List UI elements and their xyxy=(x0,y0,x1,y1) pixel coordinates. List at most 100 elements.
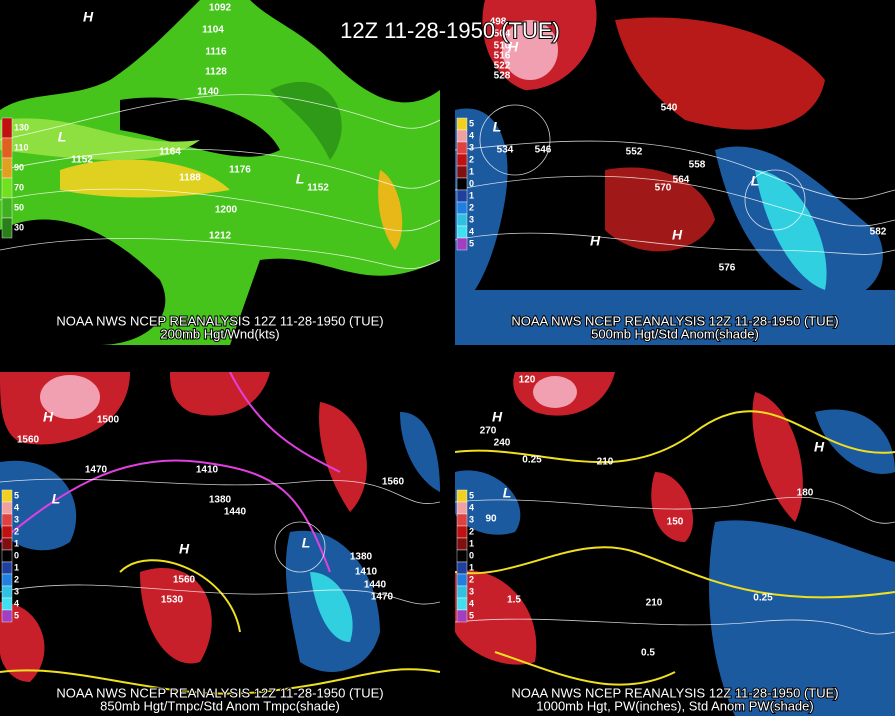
contour-label: 1440 xyxy=(364,580,387,591)
legend-label: 5 xyxy=(469,490,474,500)
legend-swatch xyxy=(456,153,468,167)
legend-label: 1 xyxy=(14,538,19,548)
legend-swatch xyxy=(1,597,13,611)
contour-label: 1188 xyxy=(179,173,201,184)
contour-label: 180 xyxy=(797,488,814,499)
contour-label: 576 xyxy=(719,263,736,274)
contour-label: 498 xyxy=(490,17,507,28)
contour-label: 570 xyxy=(655,183,672,194)
legend-label: 2 xyxy=(469,526,474,536)
legend-swatch xyxy=(1,609,13,623)
legend-label: 5 xyxy=(14,610,19,620)
contour-label: 90 xyxy=(485,514,497,525)
legend-swatch xyxy=(456,489,468,503)
legend-swatch xyxy=(456,237,468,251)
pressure-center: H xyxy=(814,439,825,455)
legend-swatch xyxy=(1,585,13,599)
legend-swatch xyxy=(1,513,13,527)
contour-label: 1440 xyxy=(224,507,247,518)
panel-850mb: 5432101234515001470156014101380144015301… xyxy=(0,372,440,716)
main-title: 12Z 11-28-1950 (TUE) xyxy=(340,18,560,43)
contour-label: 1470 xyxy=(85,465,108,476)
legend-label: 3 xyxy=(469,142,474,152)
contour-label: 534 xyxy=(497,145,514,156)
legend-label: 4 xyxy=(469,130,474,140)
contour-label: 582 xyxy=(870,227,887,238)
pressure-center: H xyxy=(179,541,190,557)
legend-swatch xyxy=(456,201,468,215)
contour-label: 558 xyxy=(689,160,706,171)
legend-swatch xyxy=(1,501,13,515)
contour-label: 120 xyxy=(519,375,536,386)
legend-label: 3 xyxy=(469,586,474,596)
pressure-center: L xyxy=(58,129,67,145)
legend-label: 2 xyxy=(14,574,19,584)
legend-swatch xyxy=(1,197,13,219)
legend-swatch xyxy=(456,165,468,179)
pressure-center: L xyxy=(751,173,760,189)
legend-swatch xyxy=(456,225,468,239)
pressure-center: H xyxy=(492,409,503,425)
legend-label: 1 xyxy=(469,538,474,548)
panel-subcaption: 200mb Hgt/Wnd(kts) xyxy=(160,326,279,341)
contour-label: 540 xyxy=(661,103,678,114)
legend-swatch xyxy=(456,213,468,227)
legend-swatch xyxy=(1,537,13,551)
legend-label: 0 xyxy=(469,550,474,560)
legend-label: 90 xyxy=(14,162,24,172)
legend-swatch xyxy=(456,549,468,563)
contour-label: 546 xyxy=(535,145,552,156)
legend-label: 5 xyxy=(469,118,474,128)
legend-label: 2 xyxy=(14,526,19,536)
legend-swatch xyxy=(456,129,468,143)
contour-label: 1164 xyxy=(159,147,181,158)
panel-caption: NOAA NWS NCEP REANALYSIS 12Z 11-28-1950 … xyxy=(56,685,383,700)
panel-subcaption: 500mb Hgt/Std Anom(shade) xyxy=(591,326,759,341)
contour-label: 1152 xyxy=(307,183,329,194)
pressure-center: H xyxy=(83,9,94,25)
legend-swatch xyxy=(456,189,468,203)
legend-label: 5 xyxy=(14,490,19,500)
legend-label: 4 xyxy=(14,598,19,608)
contour-label: 0.25 xyxy=(753,593,773,604)
contour-label: 516 xyxy=(494,51,511,62)
panel-subcaption: 1000mb Hgt, PW(inches), Std Anom PW(shad… xyxy=(536,698,813,713)
legend-swatch xyxy=(456,597,468,611)
contour-label: 1530 xyxy=(161,595,184,606)
legend-label: 3 xyxy=(469,214,474,224)
legend-label: 2 xyxy=(469,202,474,212)
legend-swatch xyxy=(1,561,13,575)
pressure-center: L xyxy=(302,535,311,551)
contour-label: 0.25 xyxy=(522,455,542,466)
legend-label: 0 xyxy=(14,550,19,560)
legend-label: 3 xyxy=(469,514,474,524)
contour-label: 1152 xyxy=(71,155,93,166)
legend-swatch xyxy=(456,537,468,551)
contour-label: 1212 xyxy=(209,231,232,242)
legend-swatch xyxy=(456,609,468,623)
legend-label: 4 xyxy=(14,502,19,512)
contour-label: 1176 xyxy=(229,165,251,176)
contour-label: 1500 xyxy=(97,415,120,426)
legend-swatch xyxy=(1,117,13,139)
pressure-center: L xyxy=(296,171,305,187)
contour-label: 1410 xyxy=(196,465,219,476)
contour-label: 552 xyxy=(626,147,643,158)
legend-label: 2 xyxy=(469,154,474,164)
pressure-center: H xyxy=(590,233,601,249)
contour-label: 1560 xyxy=(17,435,40,446)
contour-label: 528 xyxy=(494,71,511,82)
legend-swatch xyxy=(1,177,13,199)
contour-label: 0.5 xyxy=(641,648,655,659)
contour-label: 1128 xyxy=(205,67,227,78)
contour-label: 270 xyxy=(480,426,497,437)
contour-label: 1380 xyxy=(209,495,232,506)
contour-label: 1116 xyxy=(205,47,227,58)
legend-label: 0 xyxy=(469,178,474,188)
legend-label: 3 xyxy=(14,586,19,596)
legend-label: 4 xyxy=(469,226,474,236)
legend-swatch xyxy=(456,561,468,575)
contour-label: 210 xyxy=(646,598,663,609)
